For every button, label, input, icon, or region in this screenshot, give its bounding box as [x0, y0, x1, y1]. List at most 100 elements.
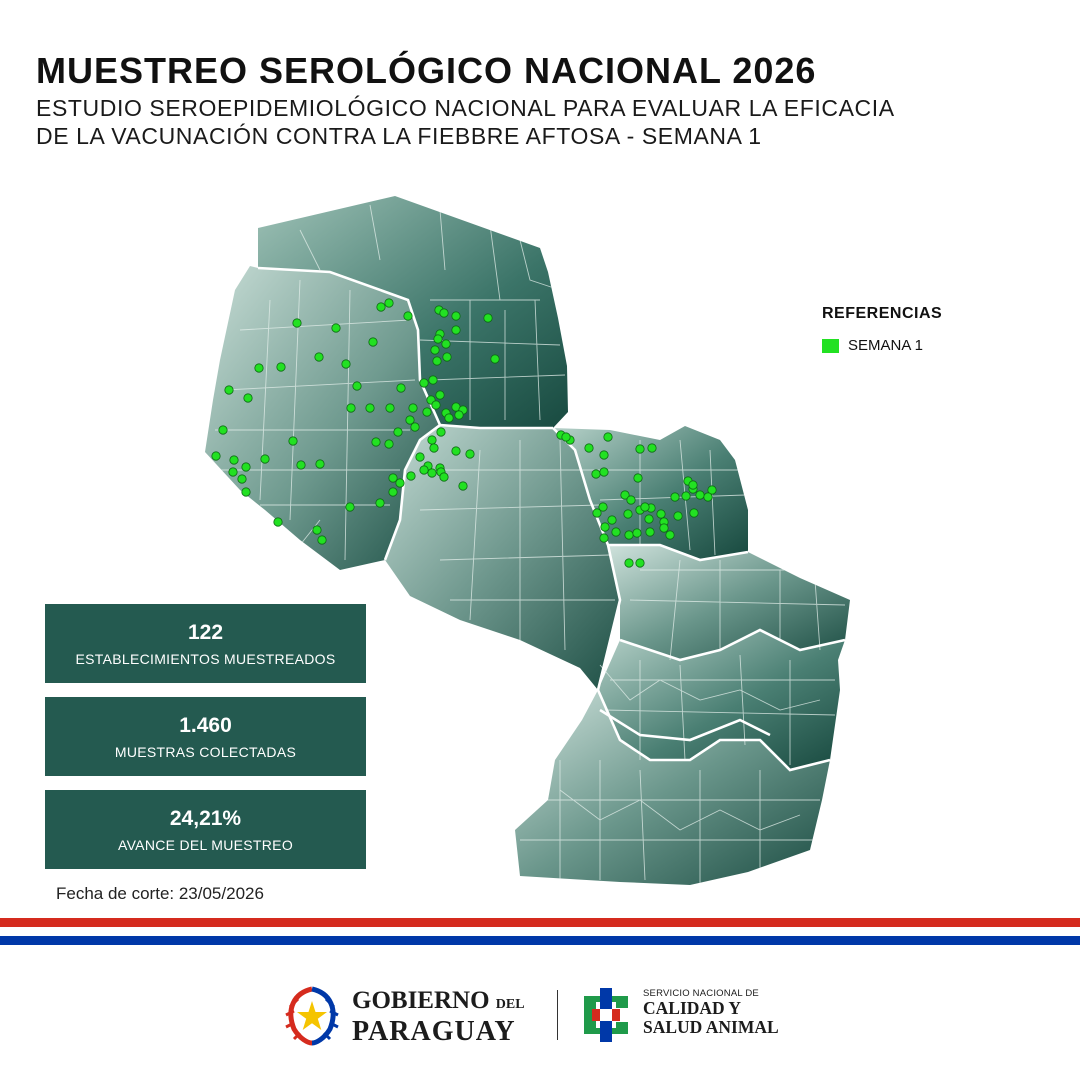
sample-point — [644, 514, 654, 524]
stat-value: 122 — [187, 621, 224, 644]
sample-point — [451, 446, 461, 456]
sample-point — [561, 432, 571, 442]
sample-point — [410, 422, 420, 432]
sample-point — [647, 443, 657, 453]
sample-point — [624, 558, 634, 568]
department-boqueron — [205, 266, 440, 570]
sample-point — [403, 311, 413, 321]
sample-point — [441, 339, 451, 349]
sample-point — [395, 478, 405, 488]
sample-point — [317, 535, 327, 545]
sample-point — [427, 435, 437, 445]
stat-value: 24,21% — [169, 807, 242, 830]
sample-point — [241, 487, 251, 497]
departments — [205, 196, 850, 885]
sample-point — [432, 356, 442, 366]
sample-point — [241, 462, 251, 472]
senacsa-logo-icon — [584, 988, 628, 1042]
stat-muestras: 1.460 MUESTRAS COLECTADAS — [45, 697, 366, 776]
legend-item-label: SEMANA 1 — [848, 337, 924, 354]
sample-point — [393, 427, 403, 437]
sample-point — [707, 485, 717, 495]
sample-point — [454, 410, 464, 420]
sample-points — [211, 298, 717, 568]
page-title: MUESTREO SEROLÓGICO NACIONAL 2026 — [36, 50, 817, 91]
sample-point — [384, 439, 394, 449]
sample-point — [703, 492, 713, 502]
sample-point — [659, 523, 669, 533]
sample-point — [385, 403, 395, 413]
sample-point — [695, 490, 705, 500]
flag-band-red — [0, 918, 1080, 927]
sample-point — [645, 527, 655, 537]
sample-point — [341, 359, 351, 369]
senacsa-line-2: CALIDAD Y — [643, 998, 742, 1018]
sample-point — [384, 298, 394, 308]
senacsa-line-3: SALUD ANIMAL — [643, 1017, 779, 1037]
gobierno-word: GOBIERNO — [352, 987, 490, 1014]
sample-point — [331, 323, 341, 333]
legend-title: REFERENCIAS — [822, 305, 943, 322]
sample-point — [428, 375, 438, 385]
gobierno-del: DEL — [495, 997, 525, 1012]
sample-point — [345, 502, 355, 512]
flag-band-blue — [0, 936, 1080, 945]
sample-point — [371, 437, 381, 447]
sample-point — [376, 302, 386, 312]
sample-point — [439, 308, 449, 318]
paraguay-map — [205, 196, 850, 885]
sample-point — [228, 467, 238, 477]
sample-point — [436, 427, 446, 437]
stat-value: 1.460 — [179, 714, 232, 737]
stat-establecimientos: 122 ESTABLECIMIENTOS MUESTREADOS — [45, 604, 366, 683]
sample-point — [406, 471, 416, 481]
senacsa-line-1: SERVICIO NACIONAL DE — [643, 988, 759, 999]
sample-point — [315, 459, 325, 469]
sample-point — [439, 472, 449, 482]
sample-point — [599, 467, 609, 477]
sample-point — [224, 385, 234, 395]
legend: REFERENCIAS SEMANA 1 — [822, 305, 942, 354]
sample-point — [296, 460, 306, 470]
sample-point — [670, 492, 680, 502]
stat-avance: 24,21% AVANCE DEL MUESTREO — [45, 790, 366, 869]
paraguay-word: PARAGUAY — [352, 1016, 516, 1047]
sample-point — [444, 413, 454, 423]
sample-point — [375, 498, 385, 508]
fecha-de-corte: Fecha de corte: 23/05/2026 — [56, 884, 264, 903]
sample-point — [611, 527, 621, 537]
sample-point — [365, 403, 375, 413]
sample-point — [431, 400, 441, 410]
department-oriental-center — [598, 630, 845, 770]
sample-point — [598, 502, 608, 512]
sample-point — [451, 325, 461, 335]
sample-point — [314, 352, 324, 362]
logo-divider — [557, 990, 558, 1040]
sample-point — [600, 522, 610, 532]
gobierno-logo-text: GOBIERNO DEL PARAGUAY — [352, 987, 525, 1047]
sample-point — [490, 354, 500, 364]
legend-item-semana-1: SEMANA 1 — [822, 337, 942, 354]
sample-point — [273, 517, 283, 527]
sample-point — [288, 436, 298, 446]
sample-point — [388, 473, 398, 483]
sample-point — [656, 509, 666, 519]
sample-point — [433, 334, 443, 344]
sample-point — [635, 444, 645, 454]
sample-point — [451, 311, 461, 321]
sample-point — [623, 509, 633, 519]
gobierno-emblem-icon — [285, 986, 339, 1046]
stat-label: MUESTRAS COLECTADAS — [114, 744, 297, 760]
sample-point — [243, 393, 253, 403]
sample-point — [218, 425, 228, 435]
sample-point — [626, 495, 636, 505]
sample-point — [665, 530, 675, 540]
sample-point — [429, 443, 439, 453]
subtitle-line-2: DE LA VACUNACIÓN CONTRA LA FIEBBRE AFTOS… — [36, 123, 762, 149]
flag-band-white — [0, 928, 1080, 937]
sample-point — [396, 383, 406, 393]
sample-point — [368, 337, 378, 347]
sample-point — [254, 363, 264, 373]
sample-point — [419, 378, 429, 388]
stat-label: ESTABLECIMIENTOS MUESTREADOS — [75, 651, 336, 667]
